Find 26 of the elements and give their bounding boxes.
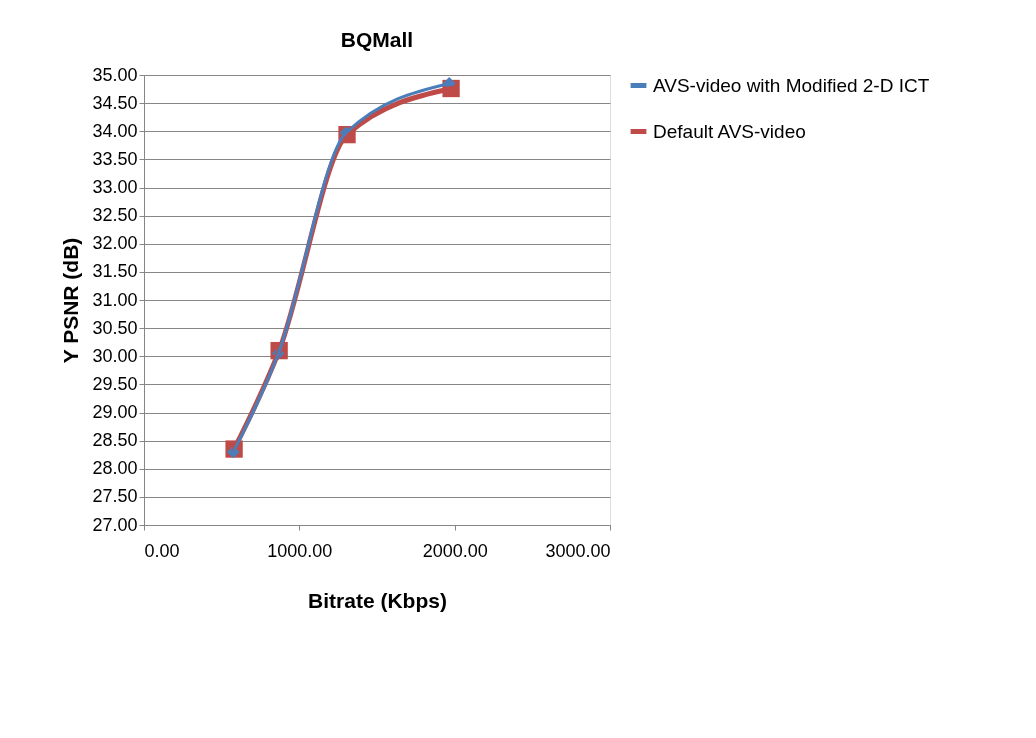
y-tick-label: 34.00 <box>92 120 138 141</box>
y-tick-label: 34.50 <box>92 92 138 113</box>
y-tick-label: 33.00 <box>92 177 138 197</box>
y-axis-title: Y PSNR (dB) <box>59 237 83 364</box>
y-tick-label: 27.00 <box>92 514 138 535</box>
y-tick-label: 28.50 <box>92 430 138 451</box>
y-tick-label: 32.00 <box>92 233 138 254</box>
y-tick-label: 28.00 <box>92 458 138 479</box>
x-tick-label: 3000.00 <box>545 540 611 561</box>
x-axis-title: Bitrate (Kbps) <box>308 588 447 612</box>
x-tick-label: 1000.00 <box>267 540 333 561</box>
y-tick-label: 31.50 <box>92 261 138 282</box>
y-tick-label: 35.00 <box>92 64 138 85</box>
y-tick-label: 27.50 <box>92 486 138 507</box>
y-tick-label: 33.50 <box>92 148 138 169</box>
x-tick-label: 2000.00 <box>422 540 488 561</box>
y-tick-label: 29.50 <box>92 373 138 394</box>
x-tick-label: 0.00 <box>144 540 180 561</box>
chart-title: BQMall <box>340 28 414 51</box>
legend-label: AVS-video with Modified 2-D ICT <box>653 74 930 96</box>
y-tick-label: 29.00 <box>92 402 138 422</box>
y-tick-label: 30.50 <box>92 317 138 338</box>
y-tick-label: 32.50 <box>92 205 138 226</box>
y-tick-label: 31.00 <box>92 289 138 310</box>
y-tick-label: 30.00 <box>92 345 138 366</box>
legend-label: Default AVS-video <box>653 120 806 142</box>
